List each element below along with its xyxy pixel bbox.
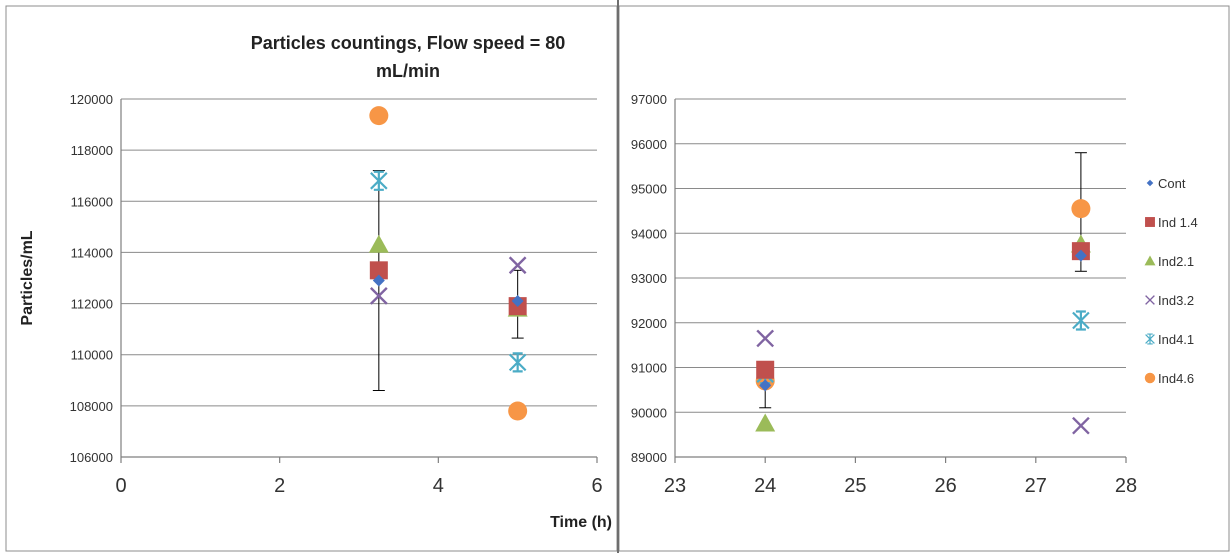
legend-label: Ind 1.4 [1158,215,1198,230]
x-tick-label: 2 [274,475,285,497]
y-tick-label: 108000 [70,399,113,414]
left-panel-frame [5,5,618,552]
x-tick-label: 28 [1115,475,1137,497]
x-tick-label: 4 [433,475,444,497]
chart-title: Particles countings, Flow speed = 80 [251,33,566,53]
series-ind4-6 [755,199,1091,391]
series-ind4-6 [369,106,528,421]
legend-label: Ind4.1 [1158,332,1194,347]
legend-marker-shape [1144,372,1156,384]
data-point [511,295,524,308]
y-tick-label: 96000 [631,137,667,152]
data-point [1072,416,1090,435]
legend: Cont Ind 1.4 Ind2.1 Ind3.2 Ind4.1 Ind4.6 [1144,176,1198,386]
y-tick-label: 91000 [631,361,667,376]
y-axis-title: Particles/mL [19,230,36,325]
y-tick-label: 114000 [71,245,113,260]
legend-marker [1145,333,1155,345]
legend-marker-shape [1145,333,1155,345]
series-ind4-1 [370,170,527,373]
data-point [755,413,776,432]
chart-title: mL/min [376,61,440,81]
series-ind-1-4 [756,242,1090,379]
data-point [759,379,772,392]
y-tick-label: 97000 [631,92,667,107]
x-tick-label: 0 [115,475,126,497]
y-tick-label: 90000 [631,405,667,420]
legend-marker-shape [1145,217,1155,227]
legend-marker [1145,295,1155,305]
legend-marker-shape [1144,255,1156,266]
series-cont [759,249,1087,392]
x-tick-label: 24 [754,475,776,497]
x-tick-label: 25 [844,475,866,497]
series-ind3-2 [369,256,527,305]
data-point [370,170,388,191]
data-point [756,329,775,348]
series-ind2-1 [755,234,1091,432]
series-ind2-1 [368,234,528,317]
x-tick-label: 26 [934,475,956,497]
y-tick-label: 116000 [71,194,113,209]
series-ind3-2 [756,329,1090,435]
data-point [372,274,385,287]
legend-marker [1146,179,1154,187]
y-tick-label: 92000 [631,316,667,331]
y-tick-label: 112000 [71,297,113,312]
x-axis-title: Time (h) [550,514,612,531]
legend-label: Ind3.2 [1158,293,1194,308]
y-tick-label: 110000 [71,348,113,363]
x-tick-label: 6 [591,475,602,497]
legend-marker [1145,217,1155,227]
legend-marker [1144,255,1156,266]
y-tick-label: 93000 [631,271,667,286]
y-tick-label: 94000 [631,226,667,241]
y-tick-label: 95000 [631,182,667,197]
legend-label: Cont [1158,176,1186,191]
y-tick-label: 120000 [70,92,113,107]
y-tick-label: 89000 [631,450,667,465]
data-point [369,106,389,126]
series-ind-1-4 [369,261,527,316]
x-tick-label: 23 [664,475,686,497]
y-tick-label: 106000 [70,450,113,465]
data-point [1072,310,1090,331]
legend-label: Ind2.1 [1158,254,1194,269]
x-tick-label: 27 [1025,475,1047,497]
data-point [1071,199,1091,219]
data-point [368,234,389,253]
data-point [369,287,388,305]
data-point [508,352,527,373]
legend-marker-shape [1145,295,1155,305]
data-point [369,261,388,280]
legend-marker-shape [1146,179,1154,187]
data-point [756,360,775,379]
legend-label: Ind4.6 [1158,371,1194,386]
data-point [508,401,528,421]
series-cont [372,274,524,308]
data-point [1074,249,1087,262]
legend-marker [1144,372,1156,384]
y-tick-label: 118000 [71,143,113,158]
data-point [508,256,527,275]
